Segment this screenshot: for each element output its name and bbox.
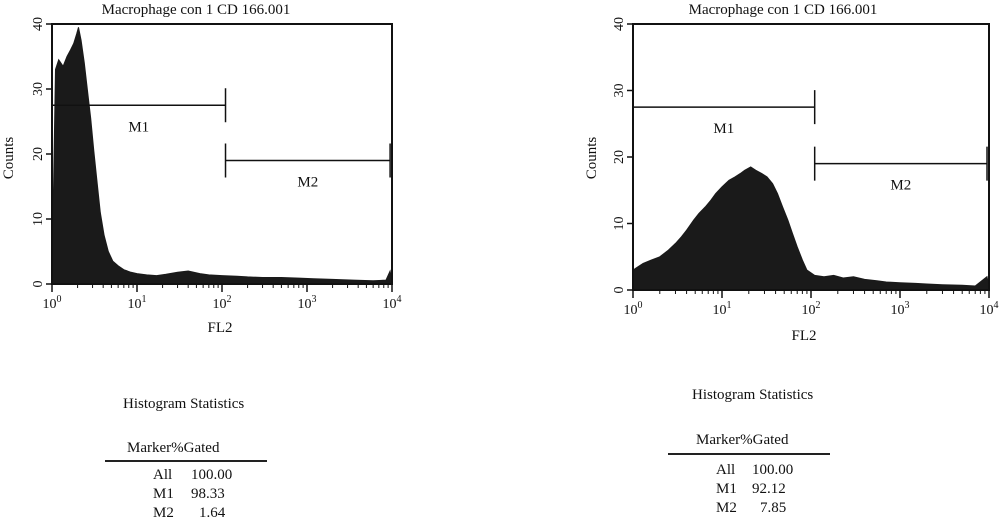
x-tick-exponent: 1 [142, 294, 147, 305]
stats-gated: 100.00 [752, 462, 794, 478]
stats-marker: All [153, 467, 173, 483]
stats-gated: 100.00 [191, 467, 233, 483]
y-tick-label: 40 [31, 17, 46, 31]
stats-divider [105, 460, 267, 462]
y-axis-label: Counts [584, 137, 600, 180]
x-tick-label: 101 [128, 294, 147, 312]
histogram-fill [51, 27, 393, 285]
stats-marker: M2 [153, 505, 174, 521]
histogram-panel-left: Macrophage con 1 CD 166.001 Counts FL2 0… [1, 2, 402, 522]
marker-label: M2 [297, 175, 318, 191]
stats-gated: 1.64 [199, 505, 226, 521]
x-tick-label: 104 [383, 294, 402, 312]
x-tick-label: 103 [891, 300, 910, 318]
histogram-panel-right: Macrophage con 1 CD 166.001 Counts FL2 0… [500, 0, 1000, 530]
y-tick-label: 10 [612, 217, 627, 231]
stats-header-gated: %Gated [740, 432, 789, 448]
chart-title: Macrophage con 1 CD 166.001 [689, 2, 878, 18]
stats-header-gated: %Gated [171, 440, 220, 456]
stats-header: Marker%Gated [127, 440, 219, 457]
x-tick-exponent: 4 [994, 300, 999, 311]
x-tick-exponent: 3 [905, 300, 910, 311]
stats-gated: 92.12 [752, 481, 786, 497]
stats-marker: M1 [716, 481, 737, 497]
y-tick-label: 30 [31, 82, 46, 96]
stats-row: All 100.00 [716, 462, 793, 479]
stats-header: Marker%Gated [696, 432, 788, 449]
x-axis-label: FL2 [207, 320, 232, 336]
histogram-fill [632, 166, 990, 291]
x-tick-exponent: 4 [397, 294, 402, 305]
x-tick-label: 102 [802, 300, 821, 318]
stats-marker: All [716, 462, 736, 478]
x-axis-label: FL2 [791, 328, 816, 344]
x-tick-label: 102 [213, 294, 232, 312]
y-tick-label: 20 [612, 150, 627, 164]
x-tick-label: 100 [43, 294, 62, 312]
stats-row: M2 1.64 [153, 505, 225, 522]
stats-header-marker: Marker [696, 432, 741, 448]
x-tick-label: 101 [713, 300, 732, 318]
x-tick-label: 100 [624, 300, 643, 318]
stats-title: Histogram Statistics [692, 387, 814, 403]
y-tick-label: 0 [612, 287, 627, 294]
histogram-chart-left: Macrophage con 1 CD 166.001 Counts FL2 0… [1, 2, 402, 336]
marker-label: M1 [128, 119, 149, 135]
marker-label: M2 [890, 178, 911, 194]
stats-gated: 98.33 [191, 486, 225, 502]
y-tick-label: 20 [31, 147, 46, 161]
stats-marker: M2 [716, 500, 737, 516]
histogram-chart-right: Macrophage con 1 CD 166.001 Counts FL2 0… [584, 2, 999, 344]
stats-header-marker: Marker [127, 440, 172, 456]
y-tick-label: 30 [612, 84, 627, 98]
stats-gated: 7.85 [760, 500, 787, 516]
x-tick-exponent: 2 [816, 300, 821, 311]
x-tick-exponent: 2 [227, 294, 232, 305]
x-tick-exponent: 0 [57, 294, 62, 305]
stats-row: M1 98.33 [153, 486, 225, 503]
stats-row: All 100.00 [153, 467, 232, 484]
stats-divider [668, 453, 830, 455]
x-tick-label: 103 [298, 294, 317, 312]
x-tick-exponent: 3 [312, 294, 317, 305]
x-tick-exponent: 0 [638, 300, 643, 311]
y-tick-label: 40 [612, 17, 627, 31]
stats-title: Histogram Statistics [123, 396, 245, 412]
chart-title: Macrophage con 1 CD 166.001 [102, 2, 291, 18]
x-tick-label: 104 [980, 300, 999, 318]
y-tick-label: 0 [31, 281, 46, 288]
stats-row: M1 92.12 [716, 481, 786, 498]
marker-label: M1 [713, 121, 734, 137]
y-tick-label: 10 [31, 212, 46, 226]
y-axis-label: Counts [1, 137, 17, 180]
stats-row: M2 7.85 [716, 500, 786, 517]
stats-marker: M1 [153, 486, 174, 502]
x-tick-exponent: 1 [727, 300, 732, 311]
